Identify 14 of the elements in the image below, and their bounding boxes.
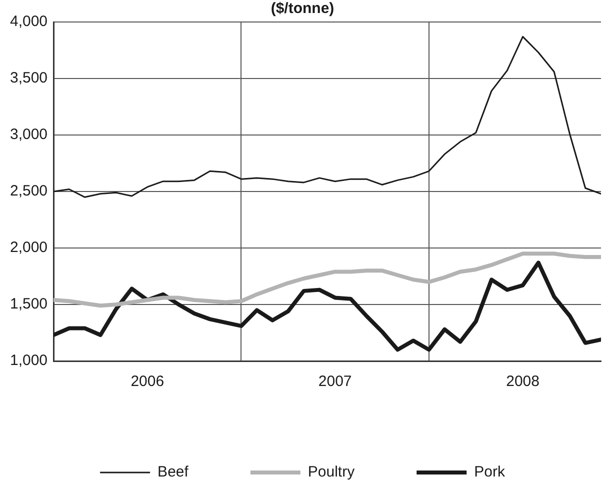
- chart-title: ($/tonne): [270, 0, 334, 18]
- y-tick-label: 2,500: [10, 182, 48, 200]
- y-tick-label: 3,000: [10, 126, 48, 144]
- x-tick-label: 2008: [506, 373, 540, 390]
- y-tick-label: 1,000: [10, 352, 48, 370]
- legend-label: Beef: [158, 464, 190, 481]
- y-tick-label: 4,000: [10, 13, 48, 30]
- legend-label: Poultry: [308, 464, 356, 481]
- x-tick-label: 2007: [318, 373, 352, 390]
- y-tick-label: 3,500: [10, 70, 48, 87]
- x-tick-label: 2006: [130, 373, 164, 390]
- y-tick-label: 2,000: [10, 239, 48, 256]
- y-tick-label: 1,500: [10, 296, 48, 313]
- legend-label: Pork: [474, 464, 506, 481]
